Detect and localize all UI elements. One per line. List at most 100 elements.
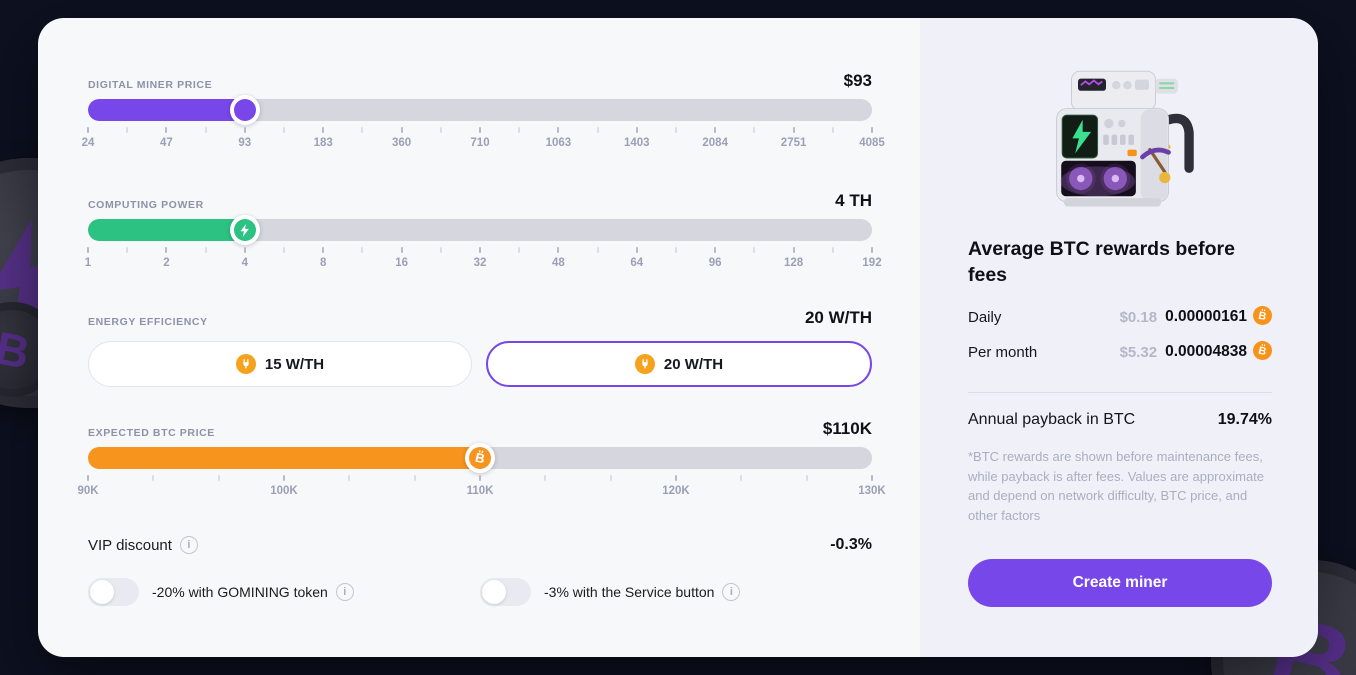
tick-label: 32 <box>473 257 487 269</box>
btc-price-ticks: 90K 100K 110K 120K 130K <box>77 474 886 500</box>
tick-mark-minor <box>126 247 129 253</box>
tick-label: 1 <box>84 257 92 269</box>
tick-label: 64 <box>630 257 644 269</box>
create-miner-button[interactable]: Create miner <box>968 559 1272 607</box>
bitcoin-icon: B <box>1253 305 1272 329</box>
tick-mark-minor <box>348 475 351 481</box>
summary-panel: Average BTC rewards before fees Daily $0… <box>920 18 1318 657</box>
tick-label: 1063 <box>545 137 572 149</box>
tick-label: 120K <box>662 485 690 497</box>
tick-mark <box>283 475 285 481</box>
discount-toggles-row: -20% with GOMINING token i -3% with the … <box>88 578 872 606</box>
service-button-toggle-label-wrap: -3% with the Service button i <box>544 583 741 601</box>
miner-price-slider-handle[interactable] <box>229 95 260 125</box>
tick-label: 48 <box>551 257 565 269</box>
tick-label: 2751 <box>780 137 807 149</box>
reward-row-monthly: Per month $5.32 0.00004838 B <box>968 340 1272 364</box>
toggle-knob <box>482 580 506 604</box>
service-button-toggle-label: -3% with the Service button <box>544 584 715 600</box>
vip-discount-value: -0.3% <box>830 536 872 553</box>
tick-mark-minor <box>361 247 364 253</box>
bitcoin-icon: B <box>1253 340 1272 364</box>
tick-mark-minor <box>439 127 442 133</box>
service-button-toggle[interactable] <box>480 578 531 606</box>
rewards-list: Daily $0.18 0.00000161 B Per month $5.32… <box>968 305 1272 376</box>
miner-price-label: DIGITAL MINER PRICE <box>88 79 213 91</box>
reward-period-label: Daily <box>968 308 1002 326</box>
tick-label: 1403 <box>624 137 650 149</box>
tick-mark-minor <box>831 247 834 253</box>
efficiency-option-label: 15 W/TH <box>264 355 325 373</box>
info-icon[interactable]: i <box>179 536 198 554</box>
tick-mark <box>400 127 403 133</box>
tick-mark-minor <box>831 127 834 133</box>
computing-power-ticks: 1 2 4 8 16 32 48 64 96 128 192 <box>84 246 882 272</box>
tick-mark <box>714 247 717 253</box>
tick-mark-minor <box>204 127 207 133</box>
tick-mark <box>479 247 481 253</box>
tick-mark-minor <box>413 475 416 481</box>
tick-mark <box>479 475 481 481</box>
tick-mark-minor <box>439 247 442 253</box>
computing-power-label: COMPUTING POWER <box>88 199 204 211</box>
efficiency-option-label: 20 W/TH <box>663 355 724 373</box>
divider <box>968 392 1272 394</box>
tick-label: 110K <box>466 485 494 497</box>
slider-track[interactable] <box>88 219 872 241</box>
tick-mark <box>557 247 560 253</box>
tick-mark-minor <box>361 127 364 133</box>
tick-mark-minor <box>217 475 220 481</box>
info-icon[interactable]: i <box>335 583 354 601</box>
tick-mark <box>635 127 638 133</box>
tick-label: 130K <box>858 485 886 497</box>
tick-mark-minor <box>753 127 756 133</box>
tick-mark-minor <box>283 127 285 133</box>
tick-label: 4085 <box>859 137 885 149</box>
gomining-token-toggle[interactable] <box>88 578 139 606</box>
bitcoin-icon: B <box>469 447 491 469</box>
miner-price-slider[interactable] <box>88 95 872 125</box>
miner-price-group: DIGITAL MINER PRICE $93 24 47 93 183 360 710 1… <box>82 70 885 152</box>
computing-power-value: 4 TH <box>835 191 872 210</box>
service-button-toggle-item: -3% with the Service button i <box>480 578 741 606</box>
computing-power-slider-handle[interactable] <box>229 215 260 245</box>
tick-mark-minor <box>518 247 521 253</box>
tick-mark <box>871 247 873 253</box>
tick-mark <box>557 127 560 133</box>
tick-mark <box>714 127 717 133</box>
btc-price-slider[interactable]: B <box>88 443 872 473</box>
tick-mark-minor <box>544 475 547 481</box>
svg-text:B: B <box>1257 309 1267 322</box>
tick-mark <box>871 127 873 133</box>
reward-row-daily: Daily $0.18 0.00000161 B <box>968 305 1272 329</box>
reward-usd-value: $5.32 <box>1119 343 1158 361</box>
info-icon[interactable]: i <box>722 583 741 601</box>
computing-power-slider[interactable] <box>88 215 872 245</box>
tick-label: 24 <box>81 137 95 149</box>
tick-label: 2 <box>163 257 170 269</box>
reward-usd-value: $0.18 <box>1119 308 1158 326</box>
tick-mark <box>243 127 246 133</box>
miner-price-ticks: 24 47 93 183 360 710 1063 1403 2084 2751 4085 <box>82 126 885 152</box>
tick-label: 90K <box>77 485 99 497</box>
miner-calculator-card: DIGITAL MINER PRICE $93 24 47 93 183 360 710 1… <box>38 18 1318 657</box>
handle-dot <box>233 99 256 121</box>
slider-track[interactable] <box>88 99 872 121</box>
tick-mark <box>675 475 677 481</box>
tick-label: 93 <box>238 137 252 149</box>
tick-mark <box>792 247 795 253</box>
vip-discount-label-wrap: VIP discount i <box>88 536 198 554</box>
tick-label: 8 <box>319 257 327 269</box>
reward-period-label: Per month <box>968 343 1038 361</box>
computing-power-group: COMPUTING POWER 4 TH 1 2 4 8 16 32 48 64 96 128 19… <box>84 190 882 272</box>
energy-efficiency-group: ENERGY EFFICIENCY 20 W/TH 15 W/TH <box>88 307 872 387</box>
tick-mark <box>792 127 795 133</box>
rewards-title: Average BTC rewards before fees <box>968 238 1235 287</box>
btc-price-slider-handle[interactable]: B <box>465 443 495 473</box>
efficiency-option-15wth[interactable]: 15 W/TH <box>88 341 472 387</box>
energy-efficiency-value: 20 W/TH <box>804 308 872 327</box>
tick-mark-minor <box>283 247 285 253</box>
tick-mark <box>400 247 403 253</box>
efficiency-option-20wth[interactable]: 20 W/TH <box>486 341 872 387</box>
